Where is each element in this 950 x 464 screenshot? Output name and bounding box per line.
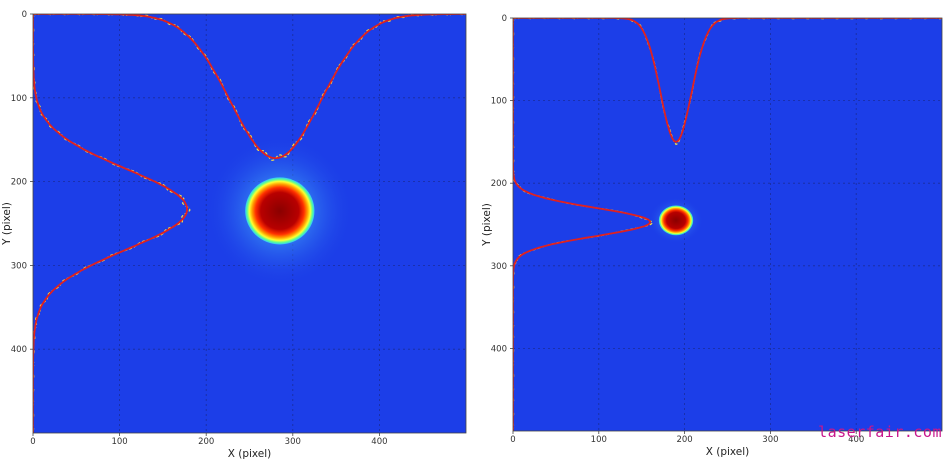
y-axis-label: Y (pixel) — [481, 203, 493, 247]
y-axis-label: Y (pixel) — [1, 202, 13, 246]
plot-area — [513, 18, 942, 431]
y-tick-label: 0 — [502, 14, 507, 24]
x-tick-label: 100 — [111, 437, 127, 447]
y-tick-label: 100 — [11, 94, 27, 104]
x-tick-label: 300 — [762, 435, 778, 445]
y-tick-label: 200 — [11, 178, 27, 188]
y-tick-label: 300 — [491, 262, 507, 272]
y-tick-label: 0 — [22, 10, 27, 20]
watermark-text: laserfair.com — [818, 423, 942, 441]
heatmap-background — [513, 18, 942, 431]
y-tick-label: 200 — [491, 179, 507, 189]
plot-border — [512, 17, 943, 432]
x-tick-label: 100 — [591, 435, 607, 445]
y-tick-label: 400 — [491, 344, 507, 354]
y-profile-fit — [513, 18, 651, 431]
beam-spot — [245, 177, 315, 245]
y-tick-label: 400 — [11, 345, 27, 355]
x-tick-label: 400 — [848, 435, 864, 445]
beam-spot — [658, 205, 694, 236]
plot-area — [33, 14, 466, 433]
chart-panel-2: 0 100 200 300 400 0 100 200 300 400 X (pixel) Y (pi… — [480, 0, 950, 464]
x-tick-label: 400 — [371, 437, 387, 447]
y-tick-label: 300 — [11, 261, 27, 271]
x-tick-label: 200 — [676, 435, 692, 445]
x-axis-label: X (pixel) — [706, 446, 750, 458]
x-tick-label: 0 — [510, 435, 515, 445]
chart-panel-1: 0 100 200 300 400 0 100 200 300 400 X (pixel) Y (pi… — [1, 10, 467, 460]
x-tick-label: 300 — [285, 437, 301, 447]
x-tick-label: 0 — [30, 437, 35, 447]
y-tick-label: 100 — [491, 97, 507, 107]
x-axis-label: X (pixel) — [228, 448, 272, 460]
x-tick-label: 200 — [198, 437, 214, 447]
x-profile-fit — [513, 18, 942, 143]
plot-border — [32, 13, 467, 434]
